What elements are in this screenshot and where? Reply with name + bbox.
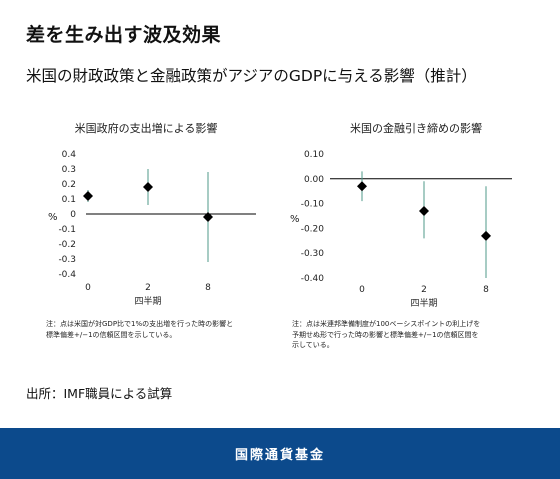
footer-organization-name: 国際通貨基金 — [234, 448, 325, 463]
data-point — [143, 182, 153, 192]
data-point — [203, 212, 213, 222]
data-point — [419, 206, 429, 217]
x-tick-label: 2 — [421, 285, 427, 295]
y-tick-label: -0.20 — [301, 224, 325, 234]
chart-monetary-note: 注：点は米連邦準備制度が100ベーシスポイントの利上げを 予期せぬ形で行った時の… — [292, 319, 480, 351]
y-tick-label: -0.2 — [58, 240, 76, 250]
chart-fiscal-note: 注：点は米国が対GDP比で1%の支出増を行った時の影響と 標準偏差+/−1の信頼… — [46, 319, 233, 340]
x-tick-label: 8 — [483, 285, 489, 295]
page-title: 差を生み出す波及効果 — [26, 24, 222, 46]
chart-title: 米国政府の支出増による影響 — [75, 121, 218, 135]
chart-monetary-svg: 米国の金融引き締めの影響 0.10 0.00 -0.10 -0.20 -0.30 -0.40… — [290, 121, 512, 309]
footer-banner: 国際通貨基金 — [0, 428, 560, 479]
y-tick-label: 0 — [70, 210, 76, 220]
chart-fiscal-note-line: 注：点は米国が対GDP比で1%の支出増を行った時の影響と — [46, 320, 234, 328]
page-subtitle: 米国の財政政策と金融政策がアジアのGDPに与える影響（推計） — [26, 67, 477, 85]
chart-fiscal-svg: 米国政府の支出増による影響 0.4 0.3 0.2 0.1 0 -0.1 -0.2 -0.3 -0… — [48, 121, 256, 307]
x-tick-label: 2 — [145, 283, 151, 293]
chart-monetary-tightening: 米国の金融引き締めの影響 0.10 0.00 -0.10 -0.20 -0.30 -0.40… — [286, 118, 526, 313]
x-axis-label: 四半期 — [410, 297, 437, 309]
chart-fiscal-note-line: 標準偏差+/−1の信頼区間を示している。 — [46, 330, 177, 339]
chart-monetary-note-line: 注：点は米連邦準備制度が100ベーシスポイントの利上げを — [292, 320, 481, 328]
data-point — [357, 181, 367, 192]
y-tick-label: -0.3 — [58, 255, 76, 265]
x-tick-label: 0 — [85, 283, 91, 293]
y-tick-label: -0.40 — [301, 274, 325, 284]
x-tick-label: 0 — [359, 285, 365, 295]
y-tick-label: -0.1 — [58, 225, 76, 235]
y-axis-unit: % — [290, 214, 300, 225]
y-tick-label: 0.3 — [62, 165, 76, 175]
y-tick-label: 0.10 — [304, 150, 324, 160]
y-tick-label: 0.00 — [304, 175, 324, 185]
chart-fiscal-spending: 米国政府の支出増による影響 0.4 0.3 0.2 0.1 0 -0.1 -0.2 -0.3 -0… — [28, 118, 268, 313]
y-tick-label: 0.2 — [62, 180, 76, 190]
y-tick-label: -0.4 — [58, 270, 76, 280]
source-note: 出所：IMF職員による試算 — [26, 386, 173, 401]
chart-monetary-note-line: 予期せぬ形で行った時の影響と標準偏差+/−1の信頼区間を — [292, 330, 479, 339]
y-tick-label: 0.1 — [62, 195, 76, 205]
y-tick-label: -0.30 — [301, 249, 325, 259]
x-tick-label: 8 — [205, 283, 211, 293]
data-point — [481, 230, 491, 241]
y-axis-unit: % — [48, 212, 58, 223]
y-tick-label: -0.10 — [301, 200, 325, 210]
x-axis-label: 四半期 — [134, 295, 161, 307]
y-tick-label: 0.4 — [62, 150, 77, 160]
chart-title: 米国の金融引き締めの影響 — [350, 121, 482, 135]
chart-monetary-note-line: 示している。 — [292, 341, 334, 349]
data-point — [83, 191, 93, 201]
